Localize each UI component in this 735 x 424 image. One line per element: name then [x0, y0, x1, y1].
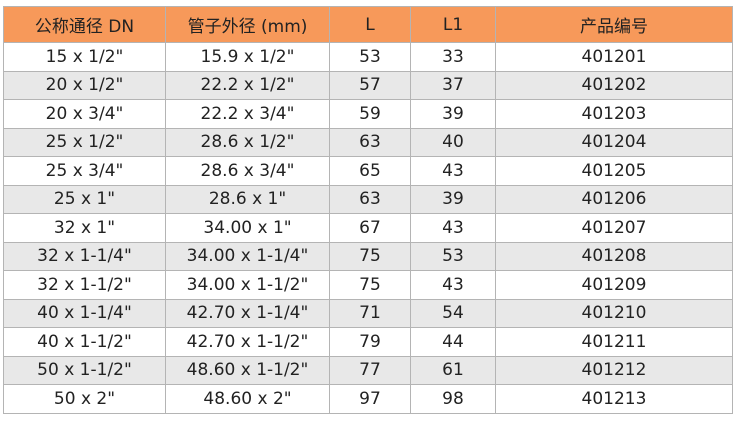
- table-cell: 43: [410, 156, 496, 186]
- table-cell: 32 x 1-1/2": [3, 270, 166, 300]
- table-cell: 401209: [495, 270, 733, 300]
- table-cell: 401208: [495, 241, 733, 271]
- table-cell: 22.2 x 1/2": [165, 70, 330, 100]
- table-cell: 25 x 1": [3, 184, 166, 214]
- table-cell: 401201: [495, 42, 733, 72]
- table-row: 32 x 1-1/2" 34.00 x 1-1/2" 75 43 401209: [3, 270, 733, 300]
- table-cell: 32 x 1-1/4": [3, 241, 166, 271]
- table-cell: 401203: [495, 99, 733, 129]
- table-row: 25 x 1" 28.6 x 1" 63 39 401206: [3, 184, 733, 214]
- table-cell: 48.60 x 1-1/2": [165, 355, 330, 385]
- table-row: 20 x 1/2" 22.2 x 1/2" 57 37 401202: [3, 70, 733, 100]
- table-cell: 48.60 x 2": [165, 384, 330, 414]
- column-header: L1: [410, 6, 496, 43]
- table-cell: 98: [410, 384, 496, 414]
- column-header: L: [329, 6, 411, 43]
- table-cell: 33: [410, 42, 496, 72]
- table-row: 50 x 2" 48.60 x 2" 97 98 401213: [3, 384, 733, 414]
- table-cell: 61: [410, 355, 496, 385]
- table-cell: 71: [329, 298, 411, 328]
- table-cell: 77: [329, 355, 411, 385]
- table-cell: 25 x 1/2": [3, 127, 166, 157]
- table-cell: 20 x 3/4": [3, 99, 166, 129]
- table-cell: 54: [410, 298, 496, 328]
- table-cell: 20 x 1/2": [3, 70, 166, 100]
- table-cell: 401211: [495, 327, 733, 357]
- table-cell: 65: [329, 156, 411, 186]
- table-cell: 15 x 1/2": [3, 42, 166, 72]
- table-row: 15 x 1/2" 15.9 x 1/2" 53 33 401201: [3, 42, 733, 72]
- table-cell: 53: [410, 241, 496, 271]
- table-cell: 75: [329, 270, 411, 300]
- table-cell: 53: [329, 42, 411, 72]
- table-cell: 25 x 3/4": [3, 156, 166, 186]
- table-row: 32 x 1" 34.00 x 1" 67 43 401207: [3, 213, 733, 243]
- table-cell: 22.2 x 3/4": [165, 99, 330, 129]
- table-cell: 39: [410, 184, 496, 214]
- table-cell: 59: [329, 99, 411, 129]
- table-cell: 63: [329, 127, 411, 157]
- table-cell: 40: [410, 127, 496, 157]
- table-cell: 97: [329, 384, 411, 414]
- table-cell: 401207: [495, 213, 733, 243]
- spec-table: 公称通径 DN 管子外径 (mm) L L1 产品编号 15 x 1/2" 15.9 x …: [3, 6, 733, 414]
- table-cell: 63: [329, 184, 411, 214]
- table-row: 25 x 1/2" 28.6 x 1/2" 63 40 401204: [3, 127, 733, 157]
- table-cell: 37: [410, 70, 496, 100]
- table-cell: 34.00 x 1-1/4": [165, 241, 330, 271]
- table-cell: 28.6 x 1": [165, 184, 330, 214]
- table-cell: 40 x 1-1/4": [3, 298, 166, 328]
- table-cell: 40 x 1-1/2": [3, 327, 166, 357]
- table-cell: 67: [329, 213, 411, 243]
- table-cell: 15.9 x 1/2": [165, 42, 330, 72]
- table-cell: 401212: [495, 355, 733, 385]
- table-cell: 401206: [495, 184, 733, 214]
- table-cell: 401204: [495, 127, 733, 157]
- table-row: 40 x 1-1/2" 42.70 x 1-1/2" 79 44 401211: [3, 327, 733, 357]
- table-cell: 75: [329, 241, 411, 271]
- table-cell: 34.00 x 1": [165, 213, 330, 243]
- table-cell: 28.6 x 1/2": [165, 127, 330, 157]
- table-row: 32 x 1-1/4" 34.00 x 1-1/4" 75 53 401208: [3, 241, 733, 271]
- table-row: 40 x 1-1/4" 42.70 x 1-1/4" 71 54 401210: [3, 298, 733, 328]
- table-cell: 79: [329, 327, 411, 357]
- header-row: 公称通径 DN 管子外径 (mm) L L1 产品编号: [3, 6, 733, 43]
- table-cell: 50 x 2": [3, 384, 166, 414]
- table-cell: 43: [410, 213, 496, 243]
- column-header: 公称通径 DN: [3, 6, 166, 43]
- table-cell: 34.00 x 1-1/2": [165, 270, 330, 300]
- table-cell: 401213: [495, 384, 733, 414]
- table-cell: 50 x 1-1/2": [3, 355, 166, 385]
- column-header: 管子外径 (mm): [165, 6, 330, 43]
- table-cell: 44: [410, 327, 496, 357]
- table-cell: 401202: [495, 70, 733, 100]
- table-cell: 401210: [495, 298, 733, 328]
- table-cell: 401205: [495, 156, 733, 186]
- table-cell: 57: [329, 70, 411, 100]
- table-cell: 39: [410, 99, 496, 129]
- table-row: 50 x 1-1/2" 48.60 x 1-1/2" 77 61 401212: [3, 355, 733, 385]
- table-cell: 43: [410, 270, 496, 300]
- table-cell: 42.70 x 1-1/2": [165, 327, 330, 357]
- column-header: 产品编号: [495, 6, 733, 43]
- table-row: 25 x 3/4" 28.6 x 3/4" 65 43 401205: [3, 156, 733, 186]
- table-cell: 28.6 x 3/4": [165, 156, 330, 186]
- table-row: 20 x 3/4" 22.2 x 3/4" 59 39 401203: [3, 99, 733, 129]
- table-cell: 42.70 x 1-1/4": [165, 298, 330, 328]
- table-cell: 32 x 1": [3, 213, 166, 243]
